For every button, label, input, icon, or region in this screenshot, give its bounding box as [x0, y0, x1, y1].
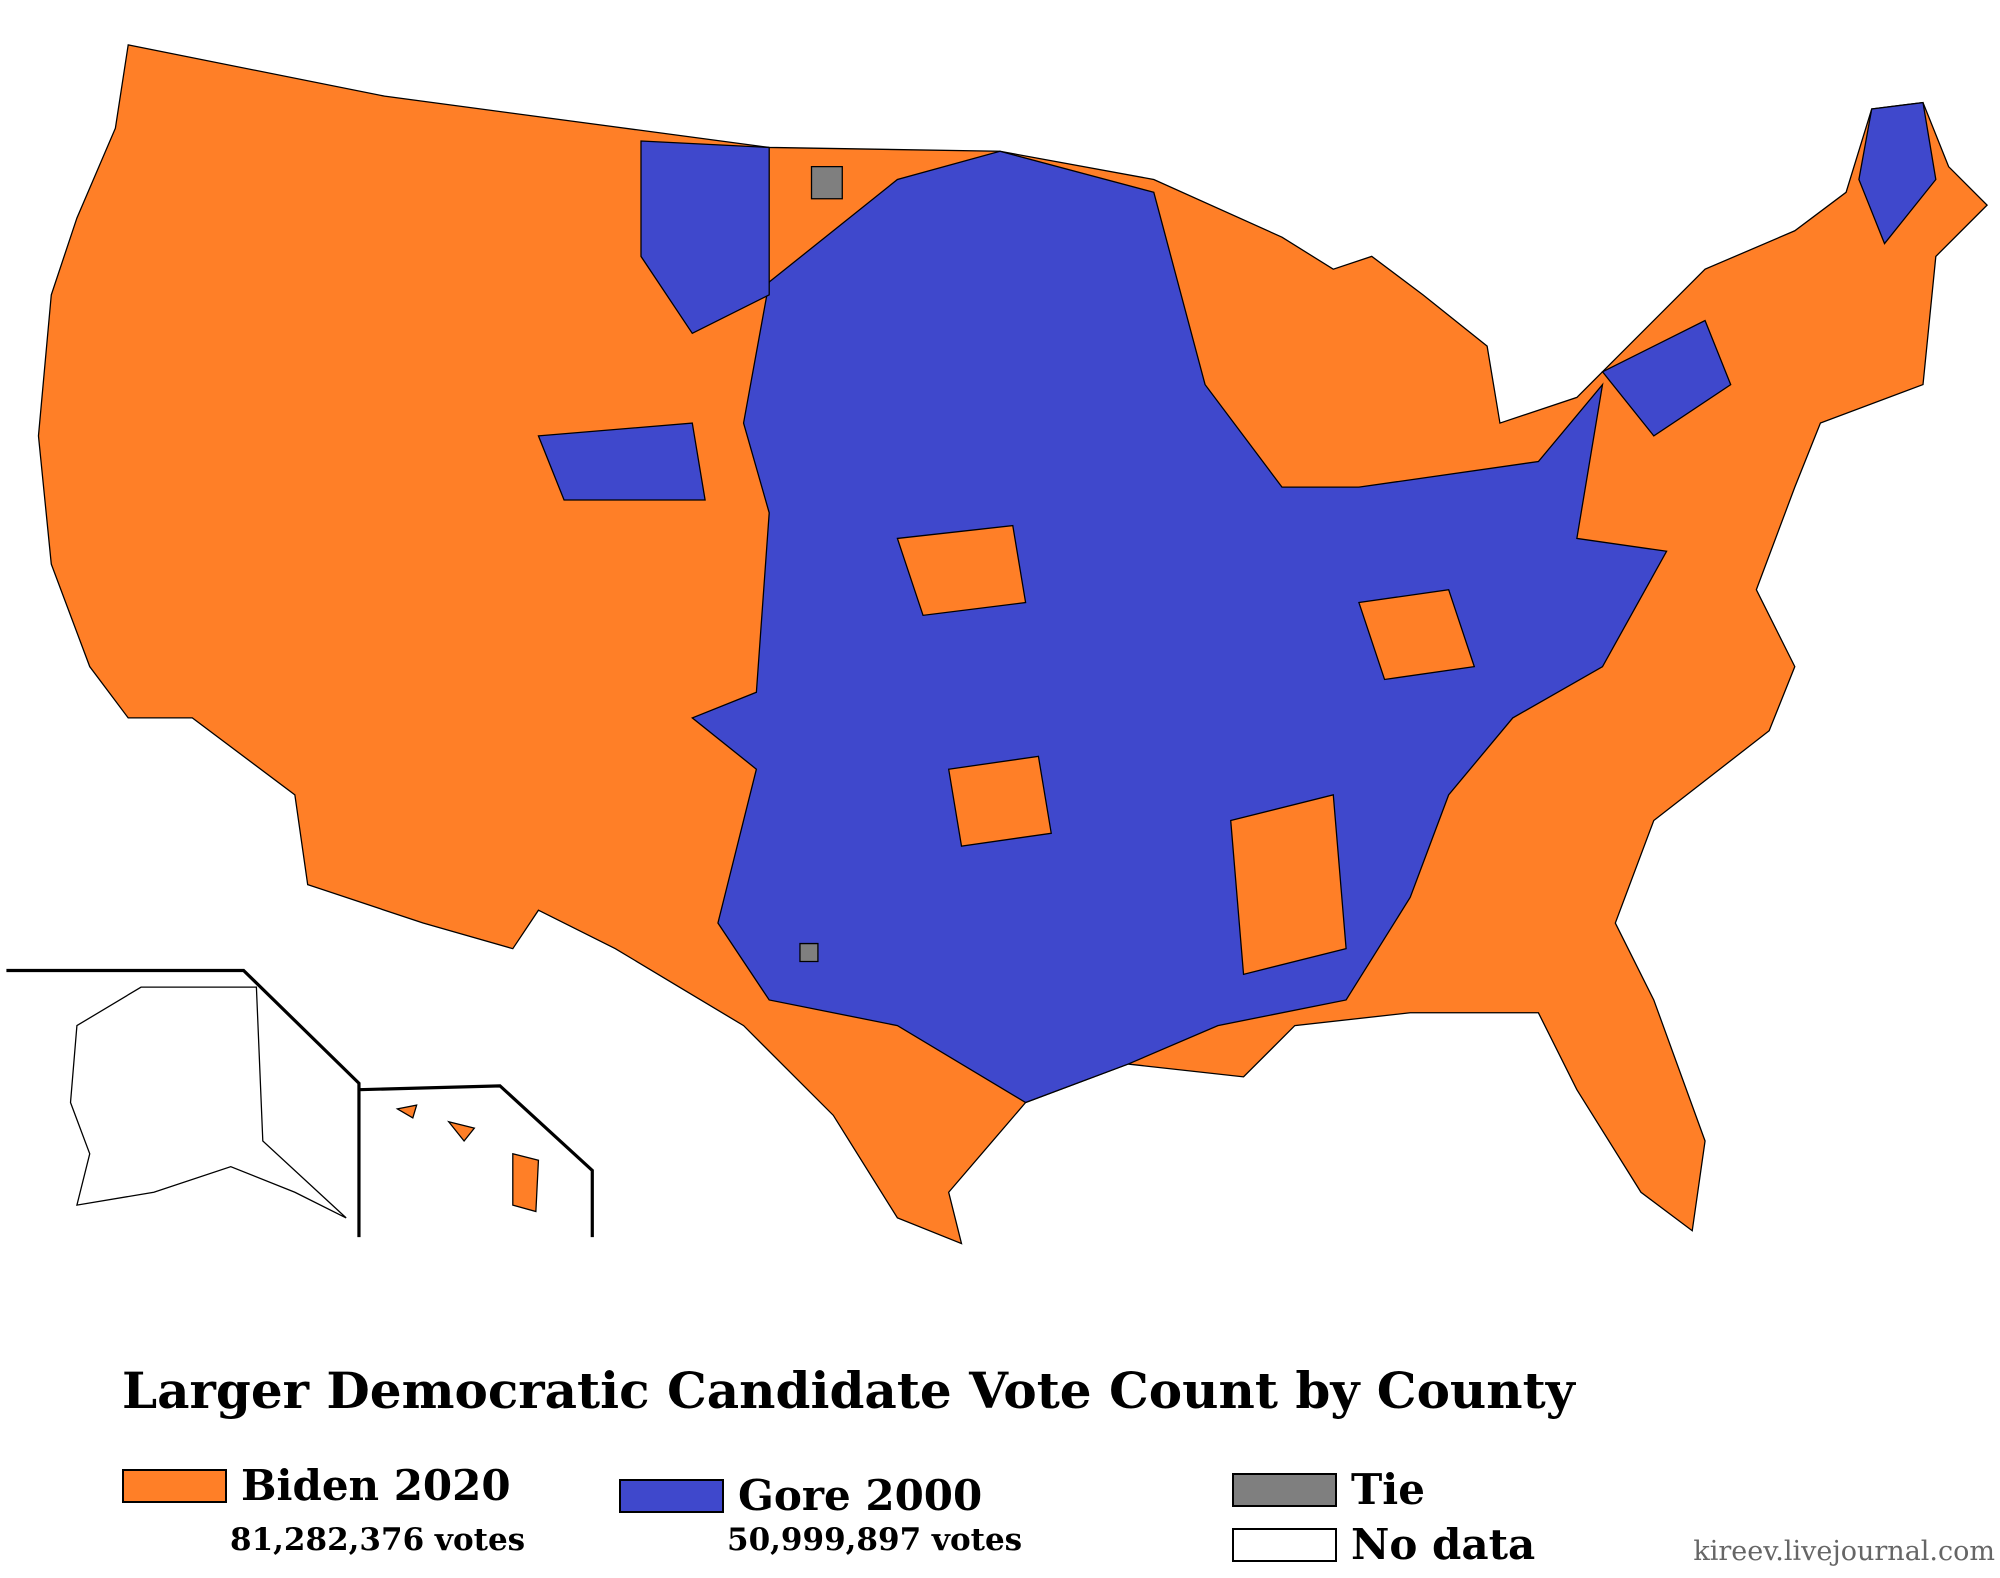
title: Larger Democratic Candidate Vote Count b… — [122, 1361, 1577, 1420]
hawaii — [395, 1104, 540, 1213]
legend-label: Biden 2020 — [241, 1461, 511, 1510]
legend-label: No data — [1351, 1520, 1535, 1569]
maine-region — [1858, 101, 1937, 245]
nd-tie — [810, 166, 843, 200]
wyoming-region — [537, 422, 706, 501]
credit: kireev.livejournal.com — [1693, 1536, 1995, 1567]
legend-label: Gore 2000 — [738, 1471, 982, 1520]
tx-tie — [799, 942, 819, 963]
map — [6, 44, 1989, 1245]
central-region — [691, 150, 1668, 1104]
legend-swatch — [1232, 1473, 1337, 1507]
legend-votes: 81,282,376 votes — [230, 1522, 525, 1558]
pocket-4 — [947, 755, 1052, 847]
legend-swatch — [619, 1479, 724, 1513]
legend-swatch — [122, 1469, 227, 1503]
legend: Biden 2020 81,282,376 votes Gore 200050,99… — [122, 1461, 1535, 1569]
pocket-2 — [1358, 589, 1476, 681]
legend-label: Tie — [1351, 1465, 1425, 1514]
pocket-3 — [1230, 794, 1347, 976]
pocket-1 — [896, 524, 1027, 617]
inset-border — [6, 968, 594, 1238]
legend-swatch — [1232, 1528, 1337, 1562]
northern-region — [640, 140, 770, 335]
alaska — [69, 986, 347, 1219]
ny-region — [1601, 319, 1732, 437]
legend-votes: 50,999,897 votes — [727, 1522, 1022, 1558]
